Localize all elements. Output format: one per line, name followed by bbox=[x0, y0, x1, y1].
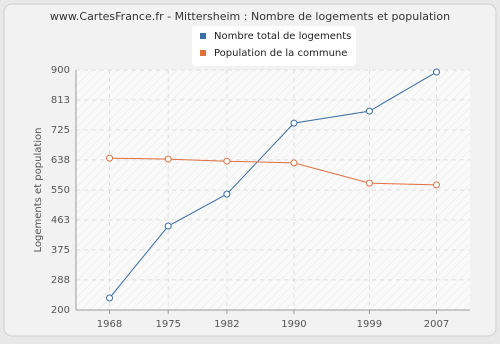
data-point bbox=[223, 190, 231, 198]
y-tick-label: 375 bbox=[51, 245, 70, 256]
data-point bbox=[365, 179, 373, 187]
data-point bbox=[365, 107, 373, 115]
data-point bbox=[432, 181, 440, 189]
y-axis-label: Logements et population bbox=[33, 127, 44, 252]
data-point bbox=[164, 155, 172, 163]
data-point bbox=[432, 68, 440, 76]
x-tick-label: 1999 bbox=[357, 319, 382, 330]
data-point bbox=[164, 222, 172, 230]
data-point bbox=[223, 157, 231, 165]
series-line bbox=[109, 157, 437, 186]
y-tick-label: 200 bbox=[51, 305, 70, 316]
data-point bbox=[106, 294, 114, 302]
x-tick-label: 1968 bbox=[97, 319, 122, 330]
chart-title: www.CartesFrance.fr - Mittersheim : Nomb… bbox=[50, 10, 450, 23]
legend bbox=[192, 26, 356, 66]
y-tick-label: 900 bbox=[51, 65, 70, 76]
y-tick-label: 813 bbox=[51, 95, 70, 106]
legend-label: Nombre total de logements bbox=[214, 31, 351, 42]
legend-swatch bbox=[200, 50, 206, 56]
y-tick-label: 725 bbox=[51, 125, 70, 136]
y-tick-label: 550 bbox=[51, 185, 70, 196]
y-tick-label: 288 bbox=[51, 275, 70, 286]
series-line bbox=[109, 71, 437, 299]
legend-label: Population de la commune bbox=[214, 48, 347, 59]
data-point bbox=[106, 154, 114, 162]
x-tick-label: 2007 bbox=[424, 319, 449, 330]
y-tick-label: 463 bbox=[51, 215, 70, 226]
x-tick-label: 1982 bbox=[214, 319, 239, 330]
legend-swatch bbox=[200, 33, 206, 39]
x-tick-label: 1975 bbox=[155, 319, 180, 330]
y-tick-label: 638 bbox=[51, 155, 70, 166]
data-point bbox=[290, 119, 298, 127]
data-point bbox=[290, 159, 298, 167]
x-tick-label: 1990 bbox=[281, 319, 306, 330]
